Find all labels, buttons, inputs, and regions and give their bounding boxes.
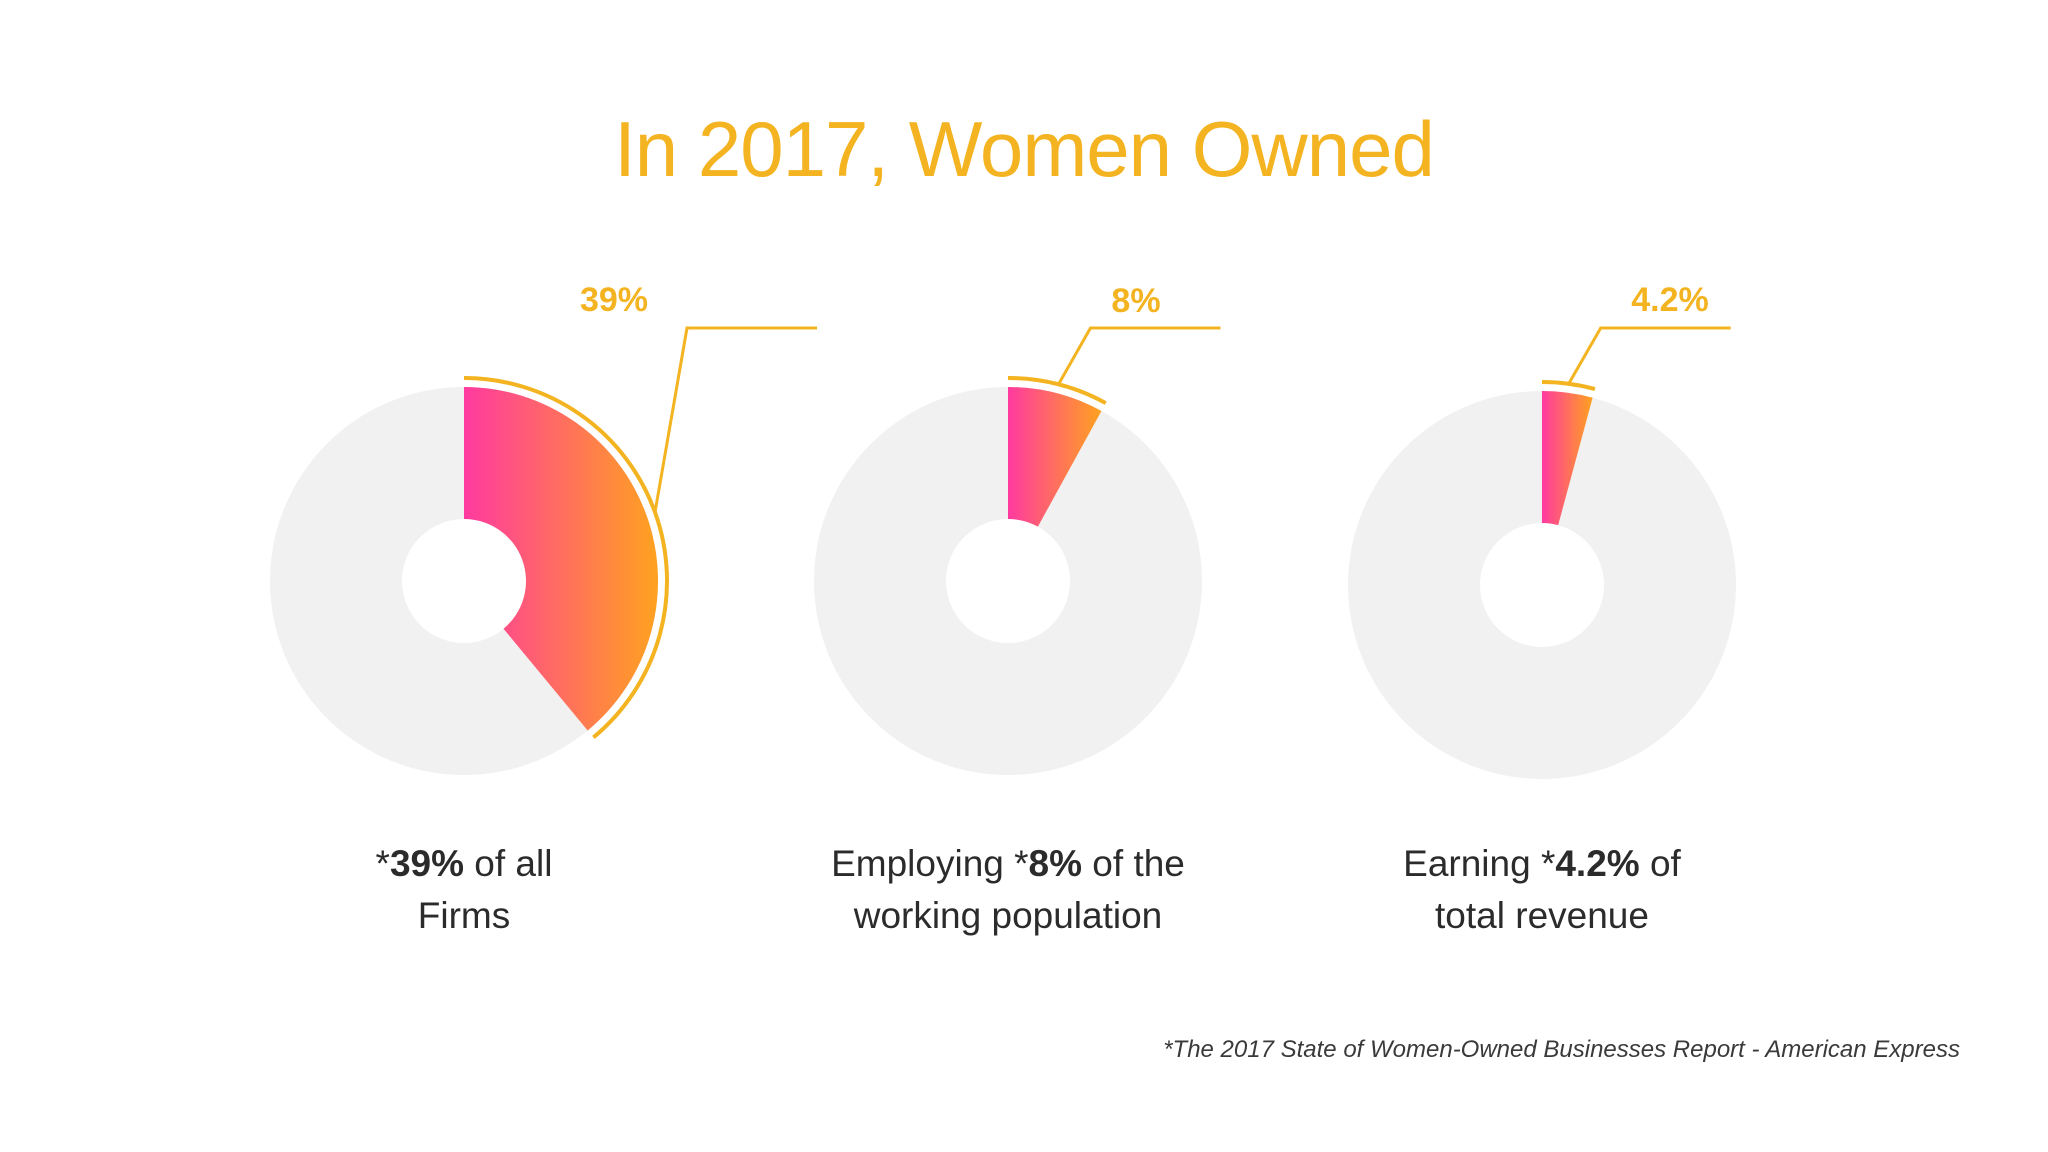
- page-title: In 2017, Women Owned: [614, 105, 1435, 193]
- caption-prefix: Employing *: [831, 843, 1029, 884]
- caption-firms: *39% of all Firms: [204, 838, 724, 942]
- caption-line2: working population: [853, 895, 1163, 936]
- caption-rest: of: [1639, 843, 1681, 884]
- caption-highlight: 39%: [389, 843, 465, 884]
- slice-outline-arc: [463, 376, 669, 739]
- caption-rest: of the: [1082, 843, 1185, 884]
- caption-line2: Firms: [417, 895, 511, 936]
- caption-highlight: 4.2%: [1555, 843, 1640, 884]
- value-label: 39%: [580, 281, 648, 319]
- leader-line: [1567, 326, 1731, 385]
- donut-slice: [464, 387, 658, 731]
- caption-line2: total revenue: [1435, 895, 1649, 936]
- slice-outline-arc: [1007, 376, 1107, 405]
- donut-slice: [1542, 391, 1593, 526]
- caption-prefix: Earning *: [1403, 843, 1556, 884]
- caption-employing: Employing *8% of the working population: [748, 838, 1268, 942]
- caption-prefix: *: [375, 843, 390, 884]
- leader-line: [653, 326, 817, 513]
- slice-outline-arc: [1541, 380, 1596, 391]
- caption-earning: Earning *4.2% of total revenue: [1282, 838, 1802, 942]
- caption-rest: of all: [464, 843, 553, 884]
- value-label: 4.2%: [1631, 281, 1709, 319]
- source-footnote: *The 2017 State of Women-Owned Businesse…: [1163, 1036, 1960, 1063]
- value-label: 8%: [1111, 282, 1160, 320]
- leader-line: [1057, 326, 1221, 386]
- donut-slice: [1008, 387, 1102, 527]
- caption-highlight: 8%: [1028, 843, 1083, 884]
